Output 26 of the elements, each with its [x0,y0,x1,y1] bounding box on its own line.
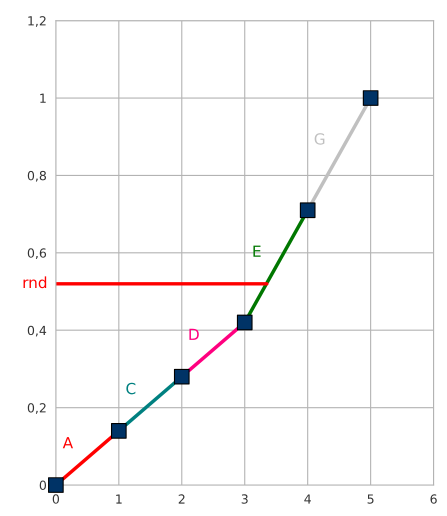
y-tick-label: 1,2 [28,16,46,27]
x-tick-label: 1 [116,494,122,504]
point [48,477,64,493]
y-tick-label: 1 [40,94,46,103]
y-tick-label: 0,4 [28,326,46,336]
series-label: D [189,328,199,340]
point [110,423,127,439]
point [236,314,253,330]
x-tick-label: 5 [368,494,374,504]
y-tick-label: 0,6 [28,248,46,260]
point [300,202,316,218]
x-tick-label: 0 [52,494,60,504]
x-tick-label: 3 [242,494,248,504]
point [362,90,378,106]
series-label: E [253,246,261,257]
point [174,368,190,385]
y-tick-label: 0,2 [28,403,46,414]
series-label: A [62,437,74,448]
series-label: G [314,133,324,145]
y-tick-label: 0,8 [28,170,46,182]
series-label: C [126,382,136,394]
y-tick-label: 0 [40,480,46,490]
x-tick-label: 6 [430,494,437,504]
x-tick-label: 4 [304,494,311,504]
x-tick-label: 2 [178,494,185,504]
series-label: rnd [24,276,46,288]
